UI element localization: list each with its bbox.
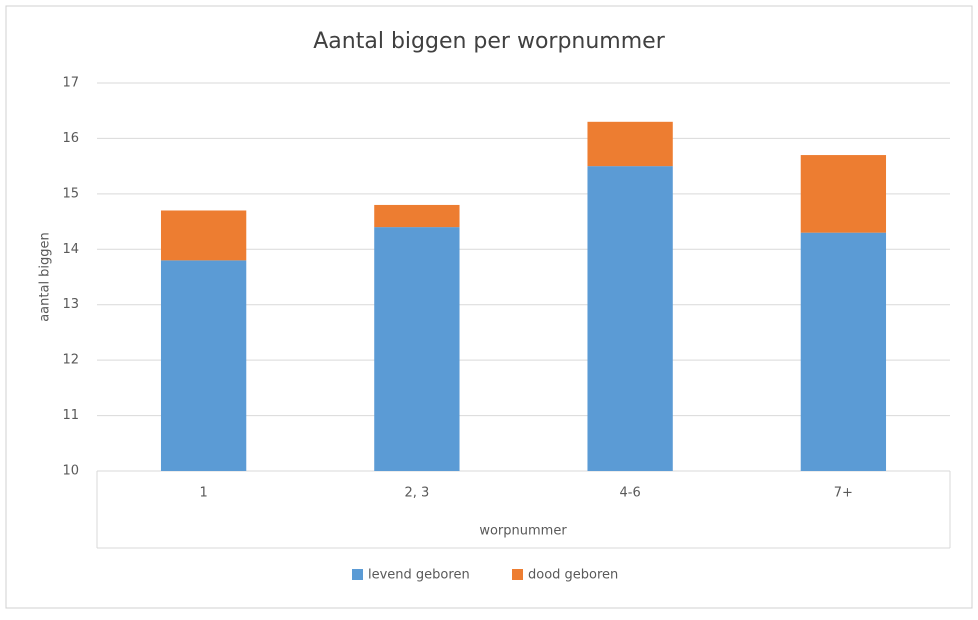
y-tick-label: 17 bbox=[62, 76, 79, 91]
legend-swatch bbox=[512, 569, 523, 580]
y-tick-label: 12 bbox=[62, 353, 79, 368]
bar-segment bbox=[587, 166, 673, 471]
y-tick-label: 10 bbox=[62, 464, 79, 479]
y-tick-label: 16 bbox=[62, 131, 79, 146]
x-tick-label: 2, 3 bbox=[404, 486, 429, 501]
legend-label: levend geboren bbox=[368, 568, 470, 583]
legend-swatch bbox=[352, 569, 363, 580]
y-axis-label: aantal biggen bbox=[38, 232, 53, 322]
y-tick-label: 15 bbox=[62, 186, 79, 201]
y-tick-label: 13 bbox=[62, 297, 79, 312]
x-axis-label: worpnummer bbox=[479, 524, 567, 539]
legend-label: dood geboren bbox=[528, 568, 618, 583]
bar-segment bbox=[160, 260, 247, 471]
y-tick-label: 14 bbox=[62, 242, 79, 257]
y-tick-label: 11 bbox=[62, 408, 79, 423]
bar-segment bbox=[587, 121, 673, 167]
x-tick-label: 1 bbox=[199, 486, 207, 501]
bar-segment bbox=[374, 227, 460, 471]
bar-segment bbox=[160, 210, 247, 261]
bar-segment bbox=[800, 155, 887, 233]
bar-segment bbox=[374, 204, 460, 228]
chart-title: Aantal biggen per worpnummer bbox=[313, 29, 665, 54]
bar-segment bbox=[800, 232, 887, 471]
x-tick-label: 7+ bbox=[834, 486, 853, 501]
x-tick-label: 4-6 bbox=[620, 486, 641, 501]
